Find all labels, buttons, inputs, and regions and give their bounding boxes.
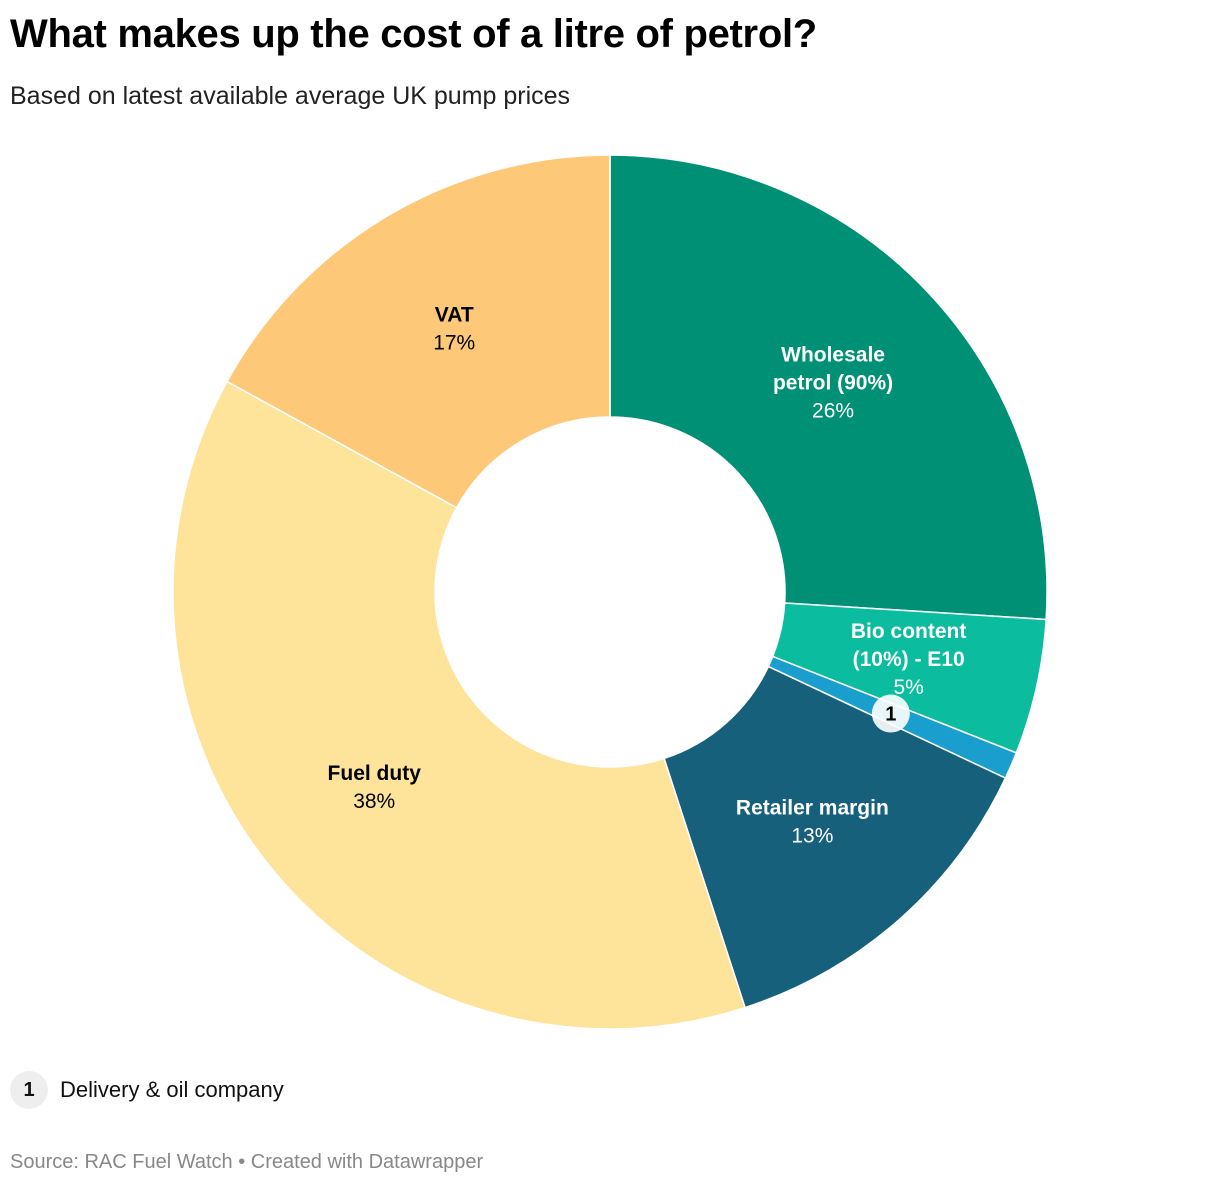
slice-value: 26% xyxy=(812,400,854,423)
annotation-legend: 1 Delivery & oil company xyxy=(10,1071,284,1109)
slice-label: Fuel duty 38% xyxy=(328,762,422,813)
slice-value: 13% xyxy=(791,825,833,848)
slice-value: 5% xyxy=(893,676,923,699)
slice-wholesale-petrol-90- xyxy=(609,154,1048,621)
slice-value: 38% xyxy=(353,790,395,813)
slice-label: Retailer margin 13% xyxy=(736,797,889,848)
slice-marker: 1 xyxy=(871,694,910,733)
legend-marker: 1 xyxy=(10,1071,48,1109)
legend-text: Delivery & oil company xyxy=(60,1077,284,1102)
source-note: Source: RAC Fuel Watch • Created with Da… xyxy=(10,1151,484,1173)
slice-label: Wholesale petrol (90%) 26% xyxy=(773,344,893,423)
slice-retailer-margin xyxy=(663,665,1007,1009)
svg-text:1: 1 xyxy=(885,704,896,726)
chart-subtitle: Based on latest available average UK pum… xyxy=(10,82,571,110)
slice-vat xyxy=(226,154,611,509)
slice-label: VAT 17% xyxy=(433,304,475,355)
slice-fuel-duty xyxy=(172,380,746,1030)
chart-title: What makes up the cost of a litre of pet… xyxy=(10,12,817,56)
slice-value: 17% xyxy=(433,332,475,355)
slice-label: Bio content (10%) - E10 5% xyxy=(851,620,967,699)
